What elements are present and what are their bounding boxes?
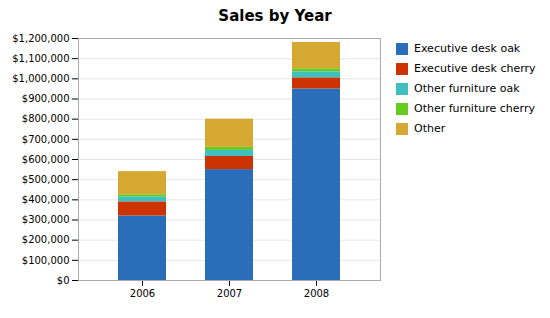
- svg-text:$1,200,000: $1,200,000: [12, 33, 69, 44]
- html-text:Other furniture oak: Other furniture oak: [414, 82, 520, 95]
- html-text:Executive desk oak: Executive desk oak: [414, 42, 521, 55]
- svg-text:$700,000: $700,000: [22, 134, 70, 145]
- svg-text:$200,000: $200,000: [22, 234, 70, 245]
- svg-text:$1,100,000: $1,100,000: [12, 53, 69, 64]
- svg-text:2007: 2007: [217, 288, 242, 299]
- svg-text:$300,000: $300,000: [22, 214, 70, 225]
- svg-text:2006: 2006: [130, 288, 155, 299]
- svg-text:2008: 2008: [304, 288, 329, 299]
- svg-text:$500,000: $500,000: [22, 174, 70, 185]
- svg-text:$400,000: $400,000: [22, 194, 70, 205]
- svg-text:$600,000: $600,000: [22, 154, 70, 165]
- svg-text:$100,000: $100,000: [22, 255, 70, 266]
- svg-text:$1,000,000: $1,000,000: [12, 73, 69, 84]
- html-text:Other: Other: [414, 122, 446, 135]
- html-text:Other furniture cherry: Other furniture cherry: [414, 102, 535, 115]
- svg-text:$0: $0: [57, 275, 70, 286]
- svg-text:$900,000: $900,000: [22, 93, 70, 104]
- svg-text:$800,000: $800,000: [22, 113, 70, 124]
- html-text:Sales by Year: Sales by Year: [218, 7, 332, 25]
- html-text:Executive desk cherry: Executive desk cherry: [414, 62, 536, 75]
